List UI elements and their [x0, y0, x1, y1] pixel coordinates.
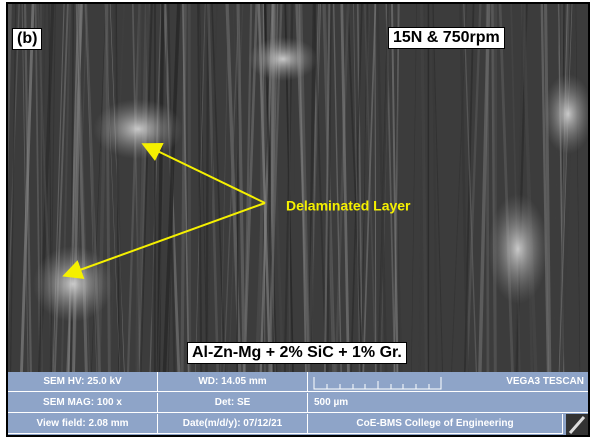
logo [566, 414, 588, 435]
delaminated-region [33, 246, 113, 322]
annotation: Delaminated Layer [286, 198, 411, 214]
info-cell: SEM MAG: 100 x [8, 393, 158, 413]
scale-bar [313, 375, 443, 391]
material-label: Al-Zn-Mg + 2% SiC + 1% Gr. [187, 342, 407, 364]
surface-feature [488, 194, 548, 304]
condition-label: 15N & 750rpm [388, 27, 505, 49]
info-cell: CoE-BMS College of Engineering [308, 414, 563, 434]
info-cell: WD: 14.05 mm [158, 372, 308, 392]
info-cell: SEM HV: 25.0 kV [8, 372, 158, 392]
info-cell: View field: 2.08 mm [8, 414, 158, 434]
delaminated-region [93, 99, 183, 159]
info-cell: Det: SE [158, 393, 308, 413]
panel-label: (b) [12, 28, 42, 50]
surface-feature [248, 37, 318, 81]
info-cell: 500 µm [308, 393, 588, 413]
info-bar: SEM HV: 25.0 kV WD: 14.05 mm VEGA3 TESCA… [8, 372, 588, 435]
page: Delaminated Layer (b) 15N & 750rpm Al-Zn… [0, 0, 595, 439]
info-cell: Date(m/d/y): 07/12/21 [158, 414, 308, 434]
sem-image: Delaminated Layer [8, 4, 588, 372]
